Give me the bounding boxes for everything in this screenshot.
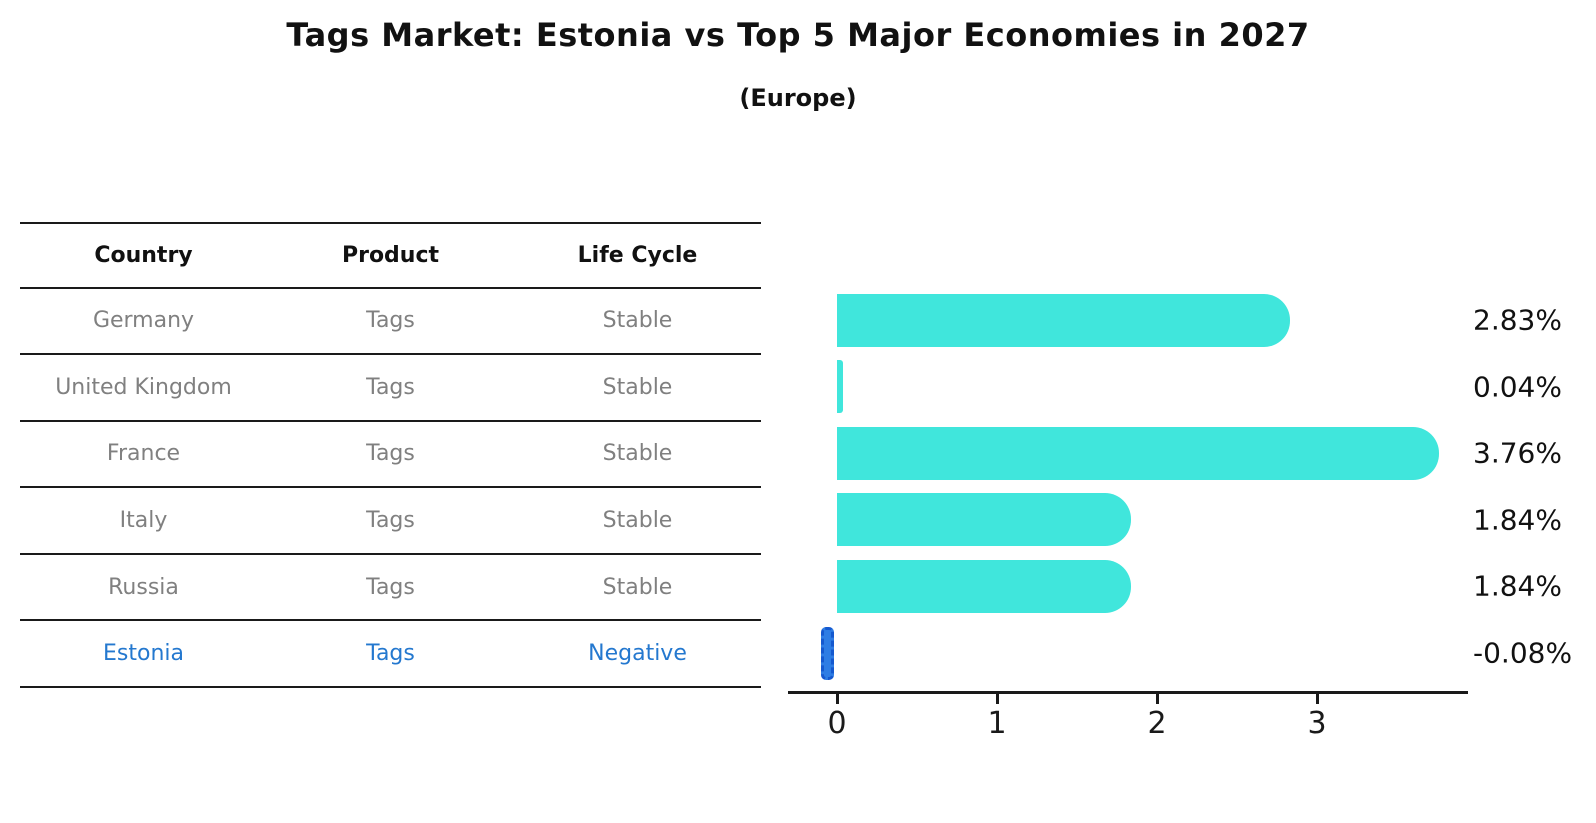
column-header-life-cycle: Life Cycle	[577, 242, 698, 268]
x-axis-tick-0	[835, 694, 839, 704]
bar-value-label-italy: 1.84%	[1473, 503, 1562, 537]
cell-product: Tags	[366, 508, 415, 534]
cell-life-cycle: Stable	[602, 508, 673, 534]
cell-life-cycle: Stable	[602, 441, 673, 467]
column-header-product: Product	[341, 242, 440, 268]
bar-estonia	[821, 626, 834, 680]
table-row-united-kingdom: United Kingdom Tags Stable	[20, 355, 761, 422]
cell-life-cycle: Stable	[602, 374, 673, 400]
table-row-germany: Germany Tags Stable	[20, 289, 761, 356]
table-row-italy: Italy Tags Stable	[20, 488, 761, 555]
bar-value-label-france: 3.76%	[1473, 436, 1562, 470]
table-row-estonia: Estonia Tags Negative	[20, 621, 761, 689]
x-axis-tick-label-3: 3	[1307, 706, 1327, 741]
cell-country: France	[106, 441, 181, 467]
country-table: Country Product Life Cycle Germany Tags …	[20, 222, 761, 689]
table-header-row: Country Product Life Cycle	[20, 224, 761, 289]
bar-value-label-united-kingdom: 0.04%	[1473, 370, 1562, 404]
x-axis-tick-1	[995, 694, 999, 704]
cell-country: Italy	[119, 508, 168, 534]
bar-united-kingdom	[837, 360, 844, 414]
x-axis-tick-3	[1315, 694, 1319, 704]
table-row-france: France Tags Stable	[20, 422, 761, 489]
cell-product: Tags	[366, 441, 415, 467]
cell-life-cycle: Stable	[602, 308, 673, 334]
cell-product: Tags	[366, 574, 415, 600]
cell-life-cycle: Negative	[588, 641, 687, 667]
bar-value-label-germany: 2.83%	[1473, 303, 1562, 337]
x-axis-tick-label-0: 0	[827, 706, 847, 741]
chart-title: Tags Market: Estonia vs Top 5 Major Econ…	[286, 16, 1310, 54]
bar-value-label-estonia: -0.08%	[1473, 636, 1573, 670]
cell-product: Tags	[366, 641, 415, 667]
x-axis-tick-label-1: 1	[987, 706, 1007, 741]
x-axis-line	[788, 691, 1468, 694]
cell-life-cycle: Stable	[602, 574, 673, 600]
bar-germany	[837, 293, 1290, 347]
cell-product: Tags	[366, 308, 415, 334]
cell-country: Russia	[108, 574, 179, 600]
table-row-russia: Russia Tags Stable	[20, 555, 761, 622]
bar-france	[837, 426, 1439, 480]
cell-product: Tags	[366, 374, 415, 400]
cell-country: Estonia	[103, 641, 184, 667]
bar-russia	[837, 559, 1132, 613]
cell-country: United Kingdom	[55, 374, 232, 400]
bar-value-label-russia: 1.84%	[1473, 569, 1562, 603]
x-axis-tick-label-2: 2	[1147, 706, 1167, 741]
chart-subtitle: (Europe)	[739, 84, 857, 112]
x-axis-tick-2	[1155, 694, 1159, 704]
column-header-country: Country	[94, 242, 193, 268]
bar-italy	[837, 493, 1132, 547]
cell-country: Germany	[92, 308, 195, 334]
